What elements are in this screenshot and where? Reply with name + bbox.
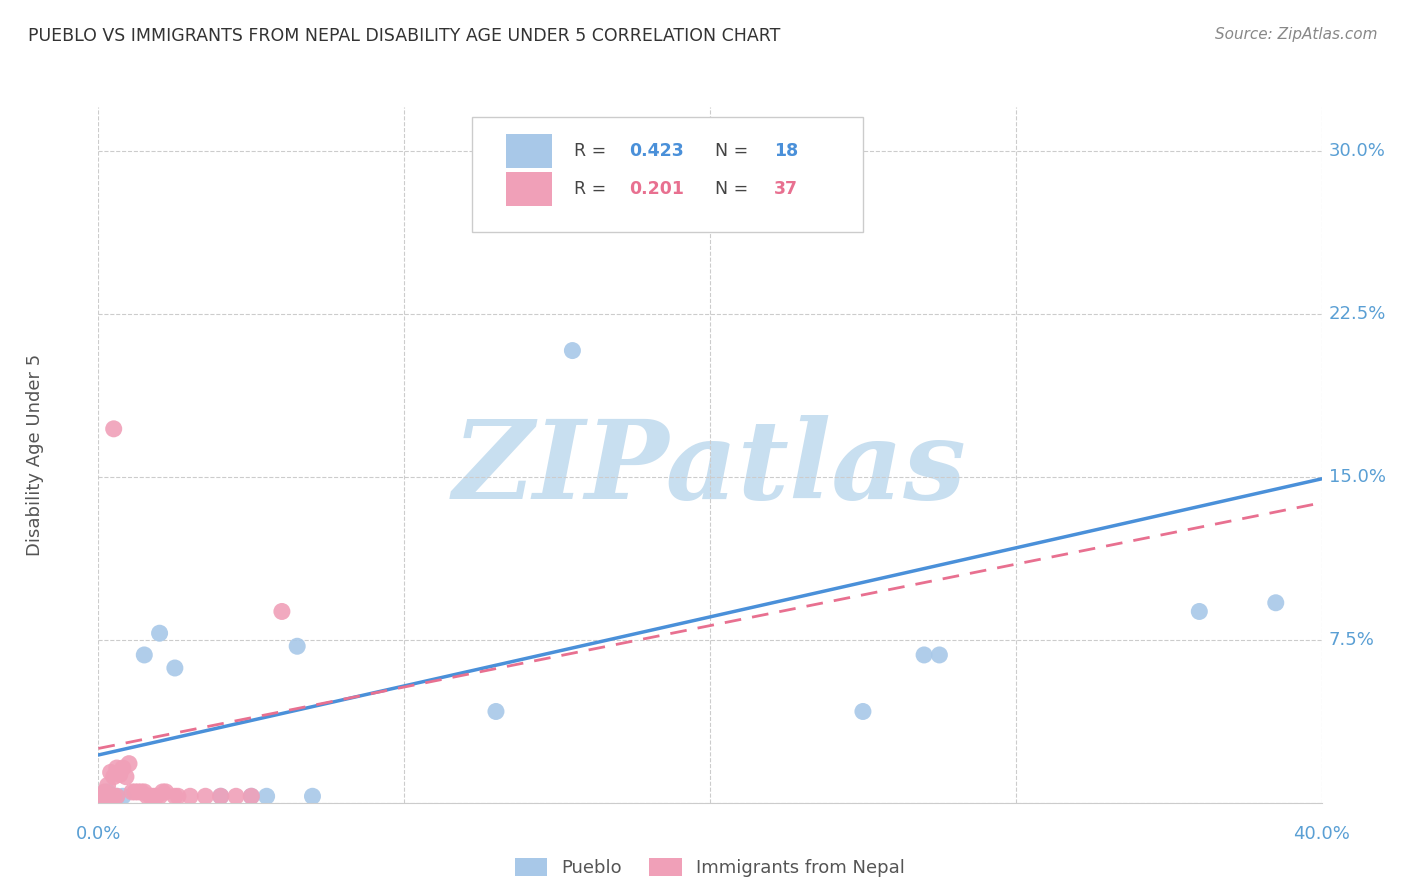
Text: Source: ZipAtlas.com: Source: ZipAtlas.com xyxy=(1215,27,1378,42)
Point xyxy=(240,789,263,804)
Point xyxy=(90,789,112,804)
Point xyxy=(1188,605,1211,619)
Point xyxy=(163,789,186,804)
Point xyxy=(194,789,217,804)
Point xyxy=(139,789,162,804)
Point xyxy=(100,765,122,780)
FancyBboxPatch shape xyxy=(506,172,553,206)
Text: 15.0%: 15.0% xyxy=(1329,467,1386,485)
Point xyxy=(1264,596,1286,610)
Point xyxy=(152,785,174,799)
Legend: Pueblo, Immigrants from Nepal: Pueblo, Immigrants from Nepal xyxy=(508,850,912,884)
Point xyxy=(912,648,935,662)
Point xyxy=(111,761,134,775)
Point xyxy=(225,789,247,804)
Point xyxy=(90,789,112,804)
Point xyxy=(105,761,128,775)
Text: 37: 37 xyxy=(773,180,797,198)
Text: 22.5%: 22.5% xyxy=(1329,304,1386,323)
Point xyxy=(97,785,120,799)
Point xyxy=(127,785,149,799)
Point xyxy=(93,789,115,804)
Point xyxy=(93,789,115,804)
Point xyxy=(105,789,128,804)
Point xyxy=(652,204,675,219)
Point xyxy=(115,770,138,784)
Point xyxy=(561,343,583,358)
Text: R =: R = xyxy=(574,180,612,198)
Point xyxy=(301,789,323,804)
Text: 40.0%: 40.0% xyxy=(1294,825,1350,843)
Point xyxy=(103,789,125,804)
FancyBboxPatch shape xyxy=(471,118,863,232)
Point xyxy=(105,789,128,804)
Text: R =: R = xyxy=(574,142,612,160)
Text: 7.5%: 7.5% xyxy=(1329,631,1375,648)
Point xyxy=(209,789,232,804)
Text: 0.201: 0.201 xyxy=(630,180,685,198)
Point xyxy=(155,785,177,799)
Text: 18: 18 xyxy=(773,142,797,160)
Point xyxy=(97,778,120,792)
Point xyxy=(256,789,278,804)
Point xyxy=(167,789,190,804)
Point xyxy=(100,789,122,804)
Text: 0.423: 0.423 xyxy=(630,142,685,160)
Point xyxy=(149,789,172,804)
Point xyxy=(240,789,263,804)
Point xyxy=(285,639,308,653)
Text: PUEBLO VS IMMIGRANTS FROM NEPAL DISABILITY AGE UNDER 5 CORRELATION CHART: PUEBLO VS IMMIGRANTS FROM NEPAL DISABILI… xyxy=(28,27,780,45)
Point xyxy=(103,422,125,436)
Point xyxy=(93,785,115,799)
Point xyxy=(134,648,156,662)
Point xyxy=(485,705,508,719)
Point xyxy=(270,605,292,619)
Point xyxy=(852,705,875,719)
FancyBboxPatch shape xyxy=(506,134,553,168)
Text: 30.0%: 30.0% xyxy=(1329,142,1385,160)
Text: ZIPatlas: ZIPatlas xyxy=(453,415,967,523)
Point xyxy=(103,770,125,784)
Text: 0.0%: 0.0% xyxy=(76,825,121,843)
Point xyxy=(100,789,122,804)
Point xyxy=(163,661,186,675)
Point xyxy=(121,785,143,799)
Point xyxy=(111,789,134,804)
Text: Disability Age Under 5: Disability Age Under 5 xyxy=(27,354,44,556)
Point xyxy=(134,785,156,799)
Point xyxy=(129,785,152,799)
Point xyxy=(108,767,131,781)
Text: N =: N = xyxy=(714,142,754,160)
Point xyxy=(209,789,232,804)
Point xyxy=(149,626,172,640)
Point xyxy=(179,789,201,804)
Text: N =: N = xyxy=(714,180,754,198)
Point xyxy=(118,756,141,771)
Point xyxy=(136,789,159,804)
Point xyxy=(145,789,167,804)
Point xyxy=(928,648,950,662)
Point xyxy=(103,789,125,804)
Point xyxy=(90,787,112,801)
Point xyxy=(124,785,146,799)
Point xyxy=(142,789,165,804)
Point xyxy=(97,789,120,804)
